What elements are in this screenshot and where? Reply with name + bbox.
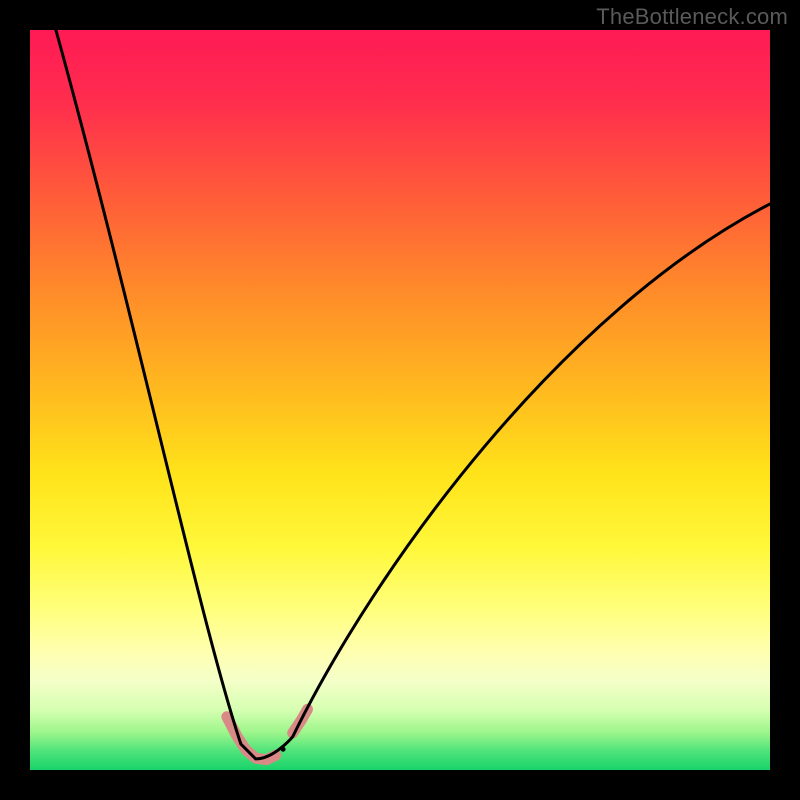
bottleneck-curve — [56, 30, 770, 759]
curve-layer — [30, 30, 770, 770]
watermark-text: TheBottleneck.com — [596, 4, 788, 30]
curve-marker-dot — [281, 747, 286, 752]
plot-area — [30, 30, 770, 770]
